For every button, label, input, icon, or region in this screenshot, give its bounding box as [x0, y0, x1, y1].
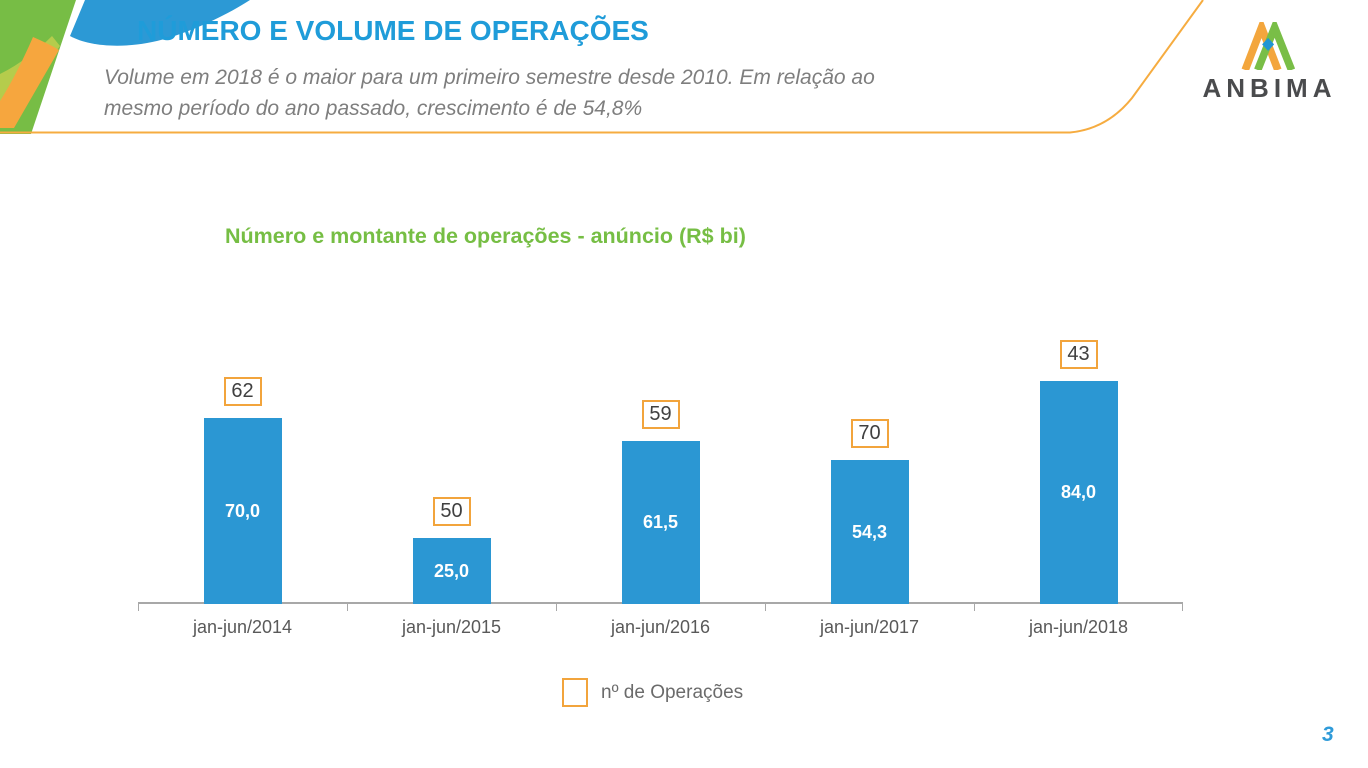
page-title: NÚMERO E VOLUME DE OPERAÇÕES [137, 15, 649, 46]
x-axis-tick [556, 604, 557, 611]
count-label-jan-jun-2015: 50 [432, 497, 471, 526]
subtitle: Volume em 2018 é o maior para um primeir… [104, 62, 875, 124]
bar-value-label-jan-jun-2014: 70,0 [224, 500, 261, 521]
bar-jan-jun-2017: 54,3 [830, 460, 909, 604]
bar-chart: 70,0 62 jan-jun/2014 25,0 50 jan-jun/2015 61,5… [138, 330, 1183, 637]
bar-value-label-jan-jun-2017: 54,3 [851, 521, 888, 542]
logo-diamond-blue [1262, 37, 1275, 51]
bar-value-label-jan-jun-2015: 25,0 [433, 560, 470, 581]
x-tick-label-jan-jun-2015: jan-jun/2015 [401, 617, 502, 637]
anbima-logo-text: ANBIMA [1202, 73, 1337, 103]
anbima-logo: ANBIMA [1193, 22, 1341, 104]
chart-title: Número e montante de operações - anúncio… [225, 224, 746, 248]
count-label-jan-jun-2017: 70 [850, 419, 889, 448]
count-label-jan-jun-2016: 59 [641, 400, 680, 429]
subtitle-line-2: mesmo período do ano passado, cresciment… [104, 97, 643, 120]
count-label-jan-jun-2014: 62 [223, 377, 262, 406]
x-tick-label-jan-jun-2018: jan-jun/2018 [1028, 617, 1129, 637]
anbima-double-chevron-diamond-icon [1241, 22, 1295, 70]
bar-jan-jun-2014: 70,0 [203, 418, 282, 604]
count-label-jan-jun-2018: 43 [1059, 340, 1098, 369]
ribbon-green [0, 0, 76, 134]
x-tick-label-jan-jun-2016: jan-jun/2016 [610, 617, 711, 637]
chart-legend: nº de Operações [562, 678, 743, 707]
x-axis-tick [138, 604, 139, 611]
subtitle-line-1: Volume em 2018 é o maior para um primeir… [104, 66, 875, 89]
x-tick-label-jan-jun-2017: jan-jun/2017 [819, 617, 920, 637]
bar-jan-jun-2015: 25,0 [412, 538, 491, 604]
legend-label: nº de Operações [601, 681, 744, 703]
bar-jan-jun-2018: 84,0 [1039, 381, 1118, 604]
logo-chevron-orange [1241, 22, 1282, 70]
bar-value-label-jan-jun-2016: 61,5 [642, 512, 679, 532]
x-tick-label-jan-jun-2014: jan-jun/2014 [192, 617, 293, 637]
logo-chevron-green [1254, 22, 1295, 70]
x-axis-tick [974, 604, 975, 611]
page-number: 3 [1322, 723, 1334, 746]
legend-swatch-orange-square [562, 678, 588, 707]
ribbon-orange [0, 37, 59, 128]
x-axis-tick [765, 604, 766, 611]
x-axis-tick [347, 604, 348, 611]
ribbon-lightgreen-overlap [0, 36, 60, 104]
x-axis-tick [1182, 604, 1183, 611]
bar-value-label-jan-jun-2018: 84,0 [1060, 482, 1097, 502]
bar-jan-jun-2016: 61,5 [621, 441, 700, 604]
